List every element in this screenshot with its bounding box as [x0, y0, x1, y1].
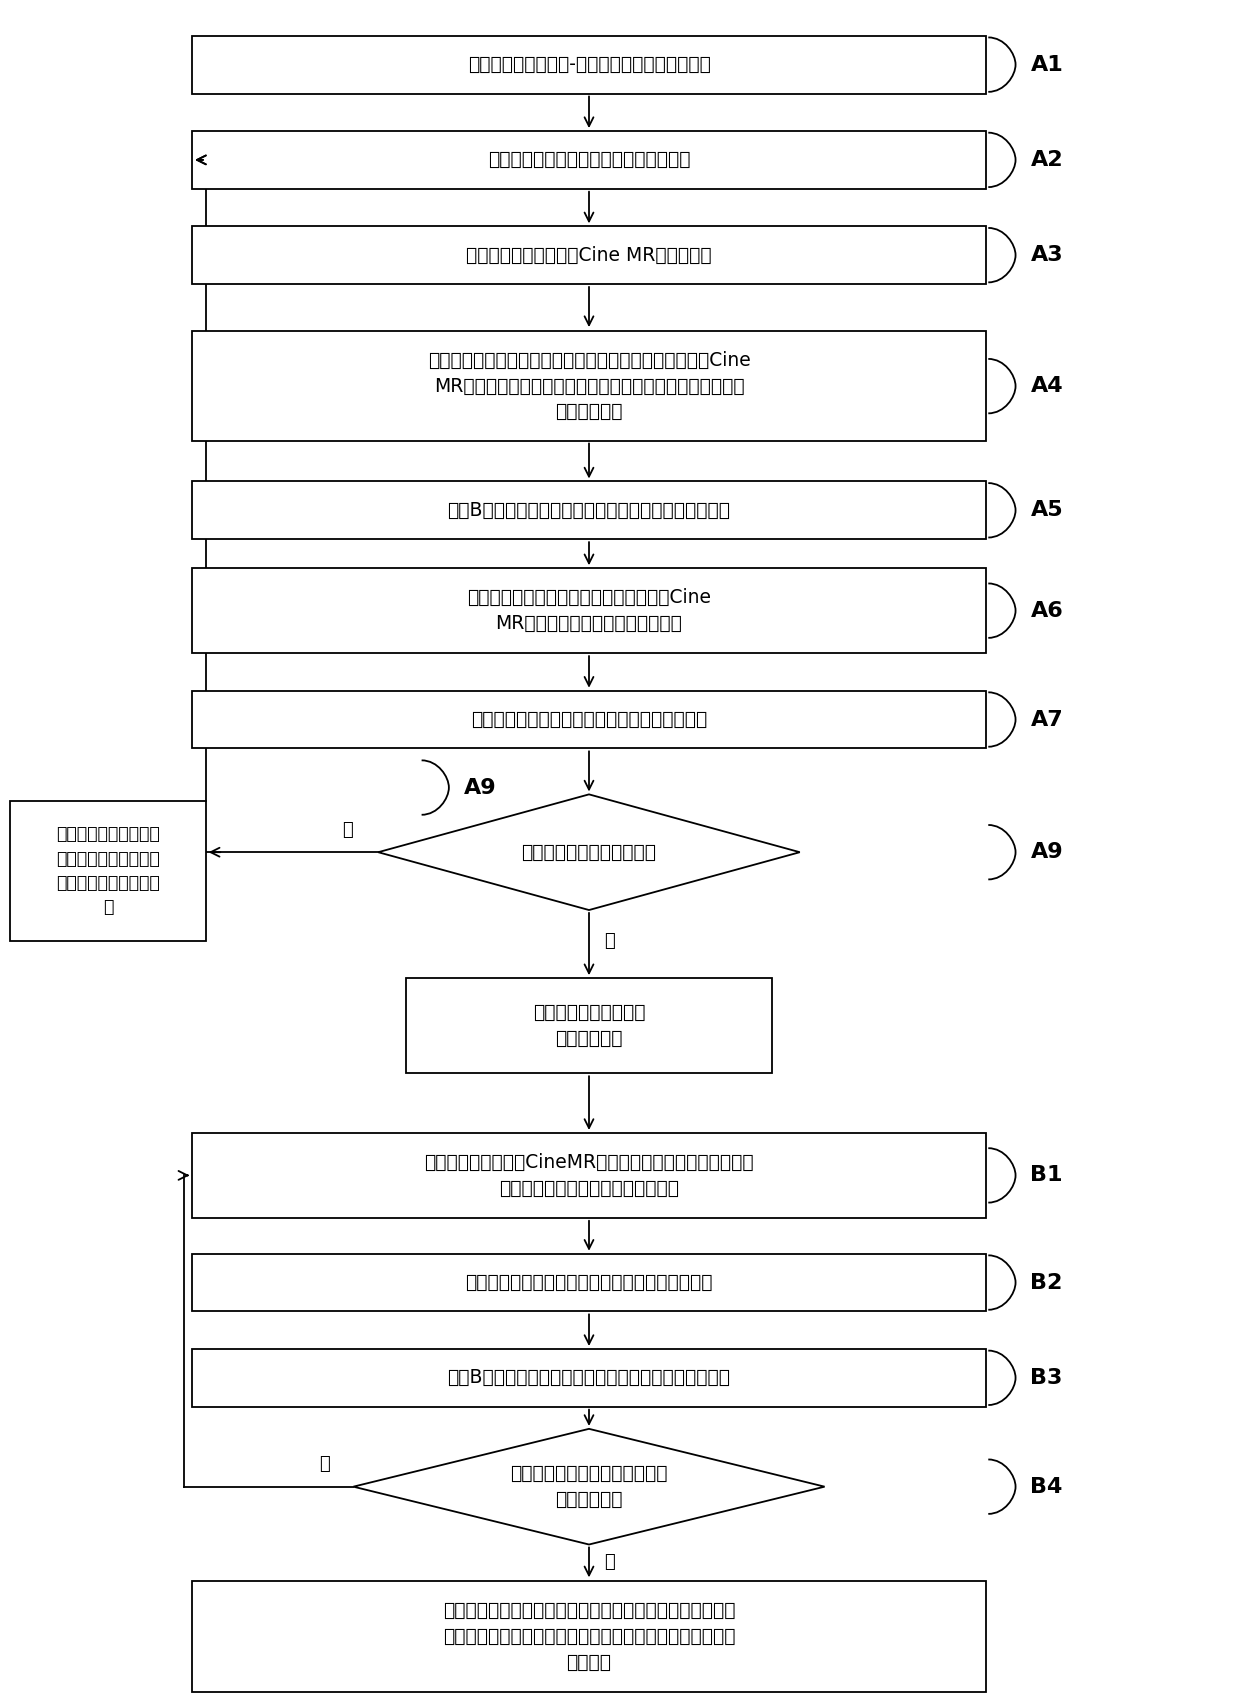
Text: A6: A6 — [1030, 600, 1063, 621]
Text: 将相邻时间点的两幅CineMR左心室图像输入通过上述训练方
法训练好的稠密连接非对称层次网络: 将相邻时间点的两幅CineMR左心室图像输入通过上述训练方 法训练好的稠密连接非… — [424, 1153, 754, 1198]
Bar — [192, 1254, 986, 1311]
Text: A9: A9 — [1030, 842, 1063, 862]
Text: 是否所有相邻时间点的左心室图
像都已处理？: 是否所有相邻时间点的左心室图 像都已处理？ — [510, 1465, 668, 1509]
Text: 利用所述非对称深度学习网络，对所述相邻时间点的两幅Cine
MR左心室图像进行多尺度特征提取，并根据所述网络参数计
算稀疏形变场: 利用所述非对称深度学习网络，对所述相邻时间点的两幅Cine MR左心室图像进行多… — [428, 350, 750, 422]
Text: 否: 否 — [320, 1454, 330, 1473]
Text: B3: B3 — [1030, 1368, 1063, 1388]
Bar — [192, 1133, 986, 1218]
Text: 计算目标函数关于所述
网络参数的导数，并据
此调整所述所述网络参
数: 计算目标函数关于所述 网络参数的导数，并据 此调整所述所述网络参 数 — [56, 825, 160, 917]
Text: A9: A9 — [464, 777, 496, 798]
Text: B2: B2 — [1030, 1272, 1063, 1293]
Text: A2: A2 — [1030, 150, 1063, 170]
Text: A4: A4 — [1030, 376, 1063, 396]
Bar — [192, 1349, 986, 1407]
Text: 利用稠密位移场对所述相邻时间点的两幅Cine
MR左心室图像中的源图像进行形变: 利用稠密位移场对所述相邻时间点的两幅Cine MR左心室图像中的源图像进行形变 — [467, 589, 711, 633]
Text: B1: B1 — [1030, 1165, 1063, 1186]
Bar — [192, 131, 986, 189]
Text: 计算形变后的源图像与目标图像之间的目标函数: 计算形变后的源图像与目标图像之间的目标函数 — [471, 709, 707, 730]
Text: 否: 否 — [342, 820, 352, 839]
Bar — [192, 481, 986, 539]
Polygon shape — [353, 1429, 825, 1545]
Text: 是: 是 — [604, 1553, 615, 1570]
Text: 迭代次数是否达到设置值？: 迭代次数是否达到设置值？ — [522, 842, 656, 862]
Text: 是: 是 — [604, 932, 615, 949]
Bar — [192, 1582, 986, 1691]
Text: A1: A1 — [1030, 54, 1063, 75]
Polygon shape — [378, 794, 800, 910]
Text: 利用B样条对所述稀疏形变场进行插值，构建稠密位移场: 利用B样条对所述稀疏形变场进行插值，构建稠密位移场 — [448, 500, 730, 521]
Bar — [10, 801, 206, 941]
Bar — [192, 330, 986, 441]
Text: B4: B4 — [1030, 1476, 1063, 1497]
Text: 利用所述稠密连接非对称层次网络计算稀疏形变场: 利用所述稠密连接非对称层次网络计算稀疏形变场 — [465, 1272, 713, 1293]
Bar — [192, 568, 986, 653]
Text: 利用B样条对所述稀疏形变场进行插值，构建稠密位移场: 利用B样条对所述稀疏形变场进行插值，构建稠密位移场 — [448, 1368, 730, 1388]
Text: 输入相邻时间点的两幅Cine MR左心室图像: 输入相邻时间点的两幅Cine MR左心室图像 — [466, 245, 712, 265]
Bar — [192, 226, 986, 284]
Bar — [407, 978, 771, 1073]
Text: 结束，得到稠密连接非
对称层次网络: 结束，得到稠密连接非 对称层次网络 — [533, 1004, 645, 1048]
Bar — [192, 36, 986, 94]
Text: 构建稠密连接的编码-解码的非对称深度学习网络: 构建稠密连接的编码-解码的非对称深度学习网络 — [467, 54, 711, 75]
Text: 将得到的多个相邻时间的稠密位移场进行函数复合，得到从
舒张末期到收缩末期左心室的形变场，并将其作为心脏的运
动估计场: 将得到的多个相邻时间的稠密位移场进行函数复合，得到从 舒张末期到收缩末期左心室的… — [443, 1601, 735, 1672]
Text: A7: A7 — [1030, 709, 1063, 730]
Text: 为所述非对称深度学习网络设置网络参数: 为所述非对称深度学习网络设置网络参数 — [487, 150, 691, 170]
Text: A3: A3 — [1030, 245, 1063, 265]
Text: A5: A5 — [1030, 500, 1063, 521]
Bar — [192, 691, 986, 748]
